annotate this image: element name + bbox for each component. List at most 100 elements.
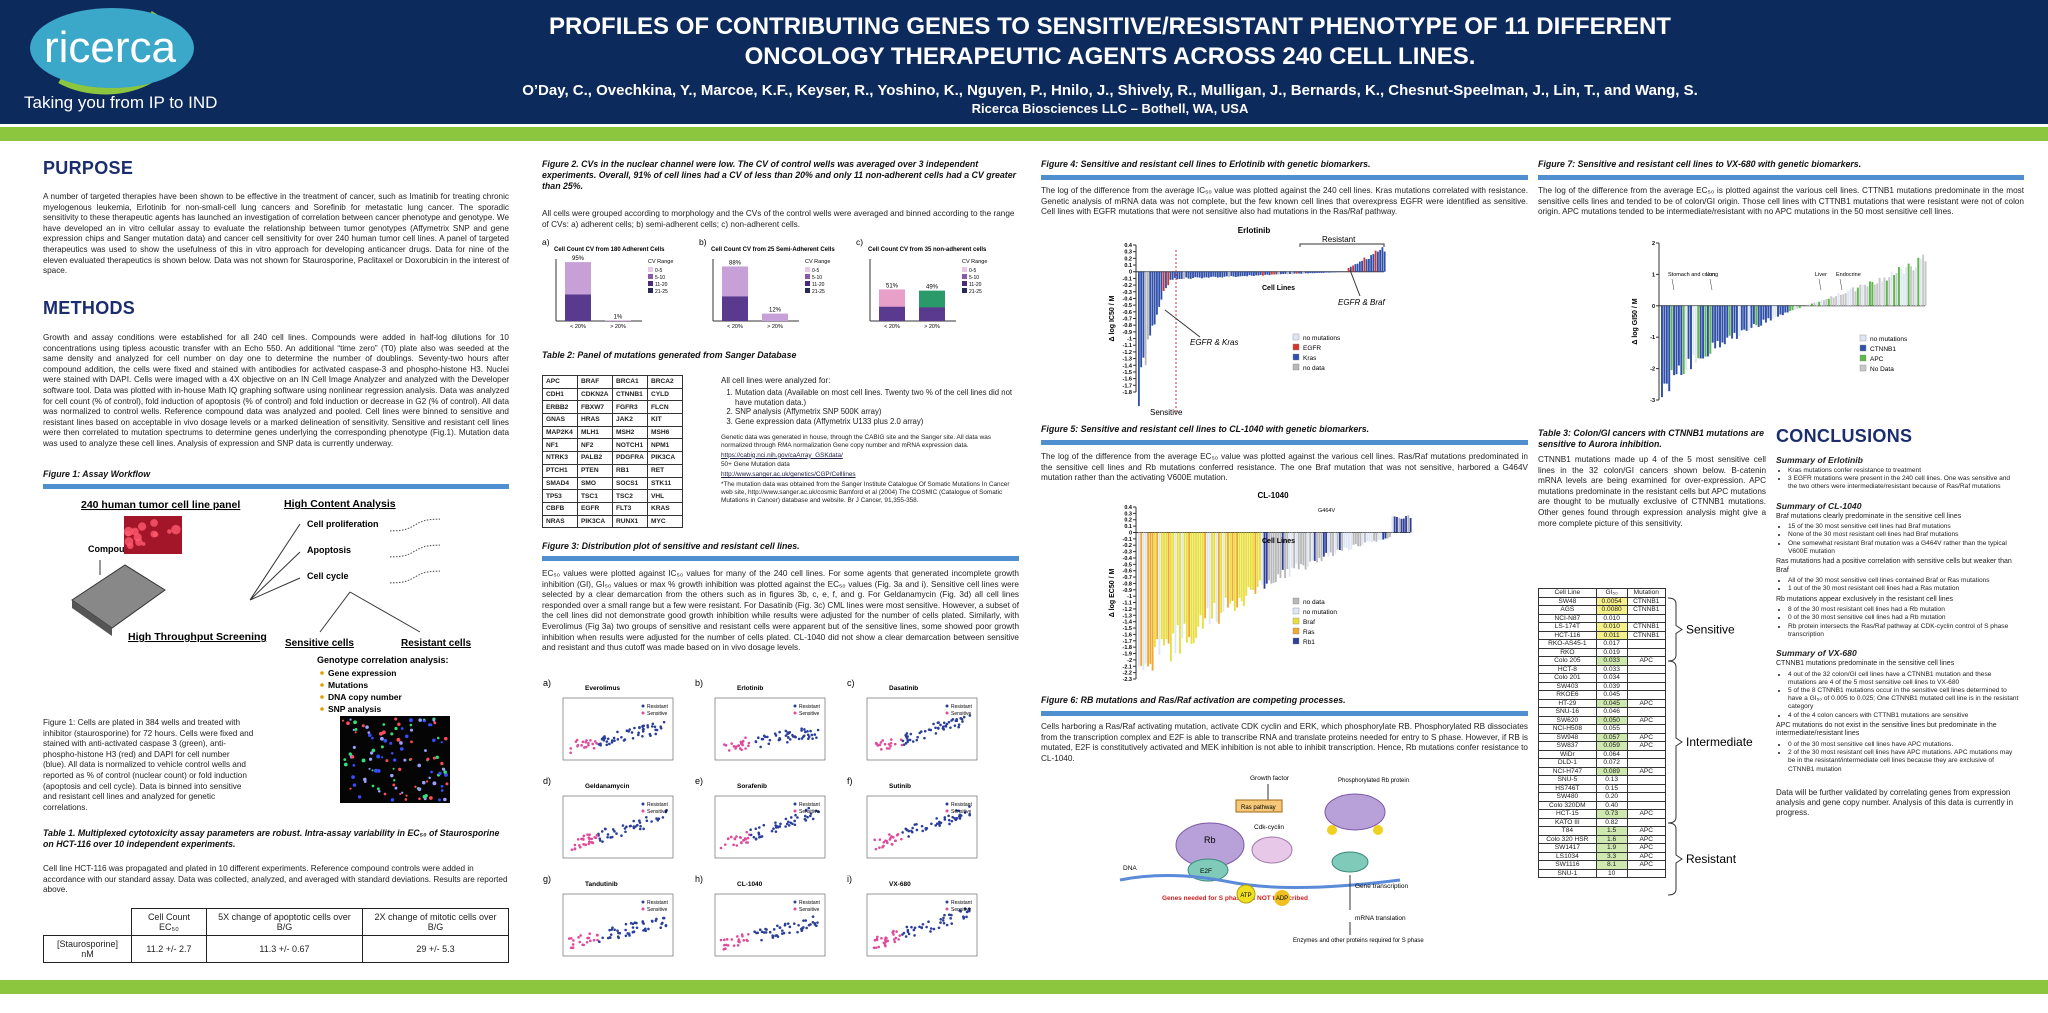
cell-dot [390,732,394,736]
cell-dot [380,736,384,741]
bar [1227,532,1229,608]
bar [1185,271,1188,278]
bar [1210,271,1212,277]
bar [1694,305,1697,363]
bar [1151,271,1154,326]
point [772,928,776,931]
point [796,816,799,819]
list-item: Gene expression data (Affymetrix U133 pl… [735,417,1017,427]
bar [1332,532,1334,556]
point [935,817,938,820]
bullet-list: 8 of the 30 most resistant cell lines ha… [1776,606,2021,639]
point [757,826,761,829]
bar [1377,532,1380,541]
cell-dot [438,771,442,776]
bar [1160,532,1163,640]
bar [1259,271,1262,276]
bar [1357,532,1360,547]
bar [1779,305,1782,315]
paragraph: Growth and assay conditions were establi… [43,333,509,448]
legend-swatch [1859,334,1867,342]
cell-dot [376,769,381,773]
plot-frame [562,893,674,957]
table-row: T84 1.5 APC [1538,826,1667,836]
bar [1183,532,1186,624]
bar [1288,532,1291,577]
label: DNA [1123,865,1137,872]
point [749,833,753,837]
table-row: SW48 0.0054 CTNNB1 [1538,596,1667,606]
bar [1917,257,1920,306]
label: Growth factor [1250,775,1290,782]
affiliation: Ricerca Biosciences LLC – Bothell, WA, U… [972,101,1249,116]
point [611,926,614,929]
bar [1358,261,1361,272]
bar [1682,305,1685,375]
bar [1764,305,1767,323]
point [582,843,585,846]
legend-label: no mutations [1303,335,1341,342]
bar [1794,305,1796,310]
bar [1284,271,1287,274]
pointer [1709,278,1713,291]
table-cell: APC [542,375,578,389]
title-line: ONCOLOGY THERAPEUTIC AGENTS ACROSS 240 C… [745,43,1476,70]
point [915,823,918,826]
annotation: Sensitive [1150,408,1183,417]
bar [1680,305,1683,376]
bar [1176,271,1179,280]
point [606,936,610,940]
value-label: 88% [729,260,742,266]
legend-label: 21-25 [655,289,668,295]
bar [1138,532,1140,667]
cell-dot [346,721,350,726]
cell-dot [383,792,387,796]
point [608,936,612,939]
table-cell [1626,647,1667,657]
table-cell: 0.0080 [1595,605,1628,615]
point [644,929,648,933]
bar [1304,532,1307,570]
point [616,730,619,734]
label: Genes needed for S phase are NOT transcr… [1162,895,1308,902]
point [963,811,967,814]
bullet [320,707,324,711]
rule [1041,711,1528,716]
point [888,747,891,750]
bar [1767,305,1770,319]
point [778,738,782,741]
y-tick-label: 0.2 [1124,518,1132,524]
bullet-list: 0 of the 30 most sensitive cell lines ha… [1776,741,2021,774]
bar [1247,532,1250,588]
y-tick-label: -1.8 [1123,645,1132,651]
bar [1264,271,1267,275]
point [598,839,602,842]
table-cell: CTNNB1 [1626,622,1667,632]
cell-dot [343,758,347,761]
bar [1188,532,1191,638]
table-row: SMAD4 SMO SOCS1 STK11 [542,476,683,491]
y-tick-label: -0.6 [1123,310,1132,316]
point [929,930,932,933]
table-cell: 8.1 [1595,860,1628,870]
label: Ras pathway [1241,805,1276,811]
table-cell [1626,613,1667,623]
point [623,738,627,741]
bar [1338,532,1341,551]
legend-swatch [962,281,967,286]
bar [1738,305,1741,337]
annotation: EGFR & Kras [1190,338,1238,347]
table-cell: VHL [647,489,683,503]
point [761,737,765,741]
bar [1363,257,1366,272]
point [776,924,779,928]
point [800,737,804,740]
table-cell: NTRK3 [542,451,578,465]
point [609,933,613,936]
table-row: AGS 0.0080 CTNNB1 [1538,605,1667,615]
y-tick-label: -0.5 [1123,562,1132,568]
point [793,823,797,827]
bar [1216,271,1219,278]
legend-swatch [1292,617,1300,625]
point [651,920,654,923]
